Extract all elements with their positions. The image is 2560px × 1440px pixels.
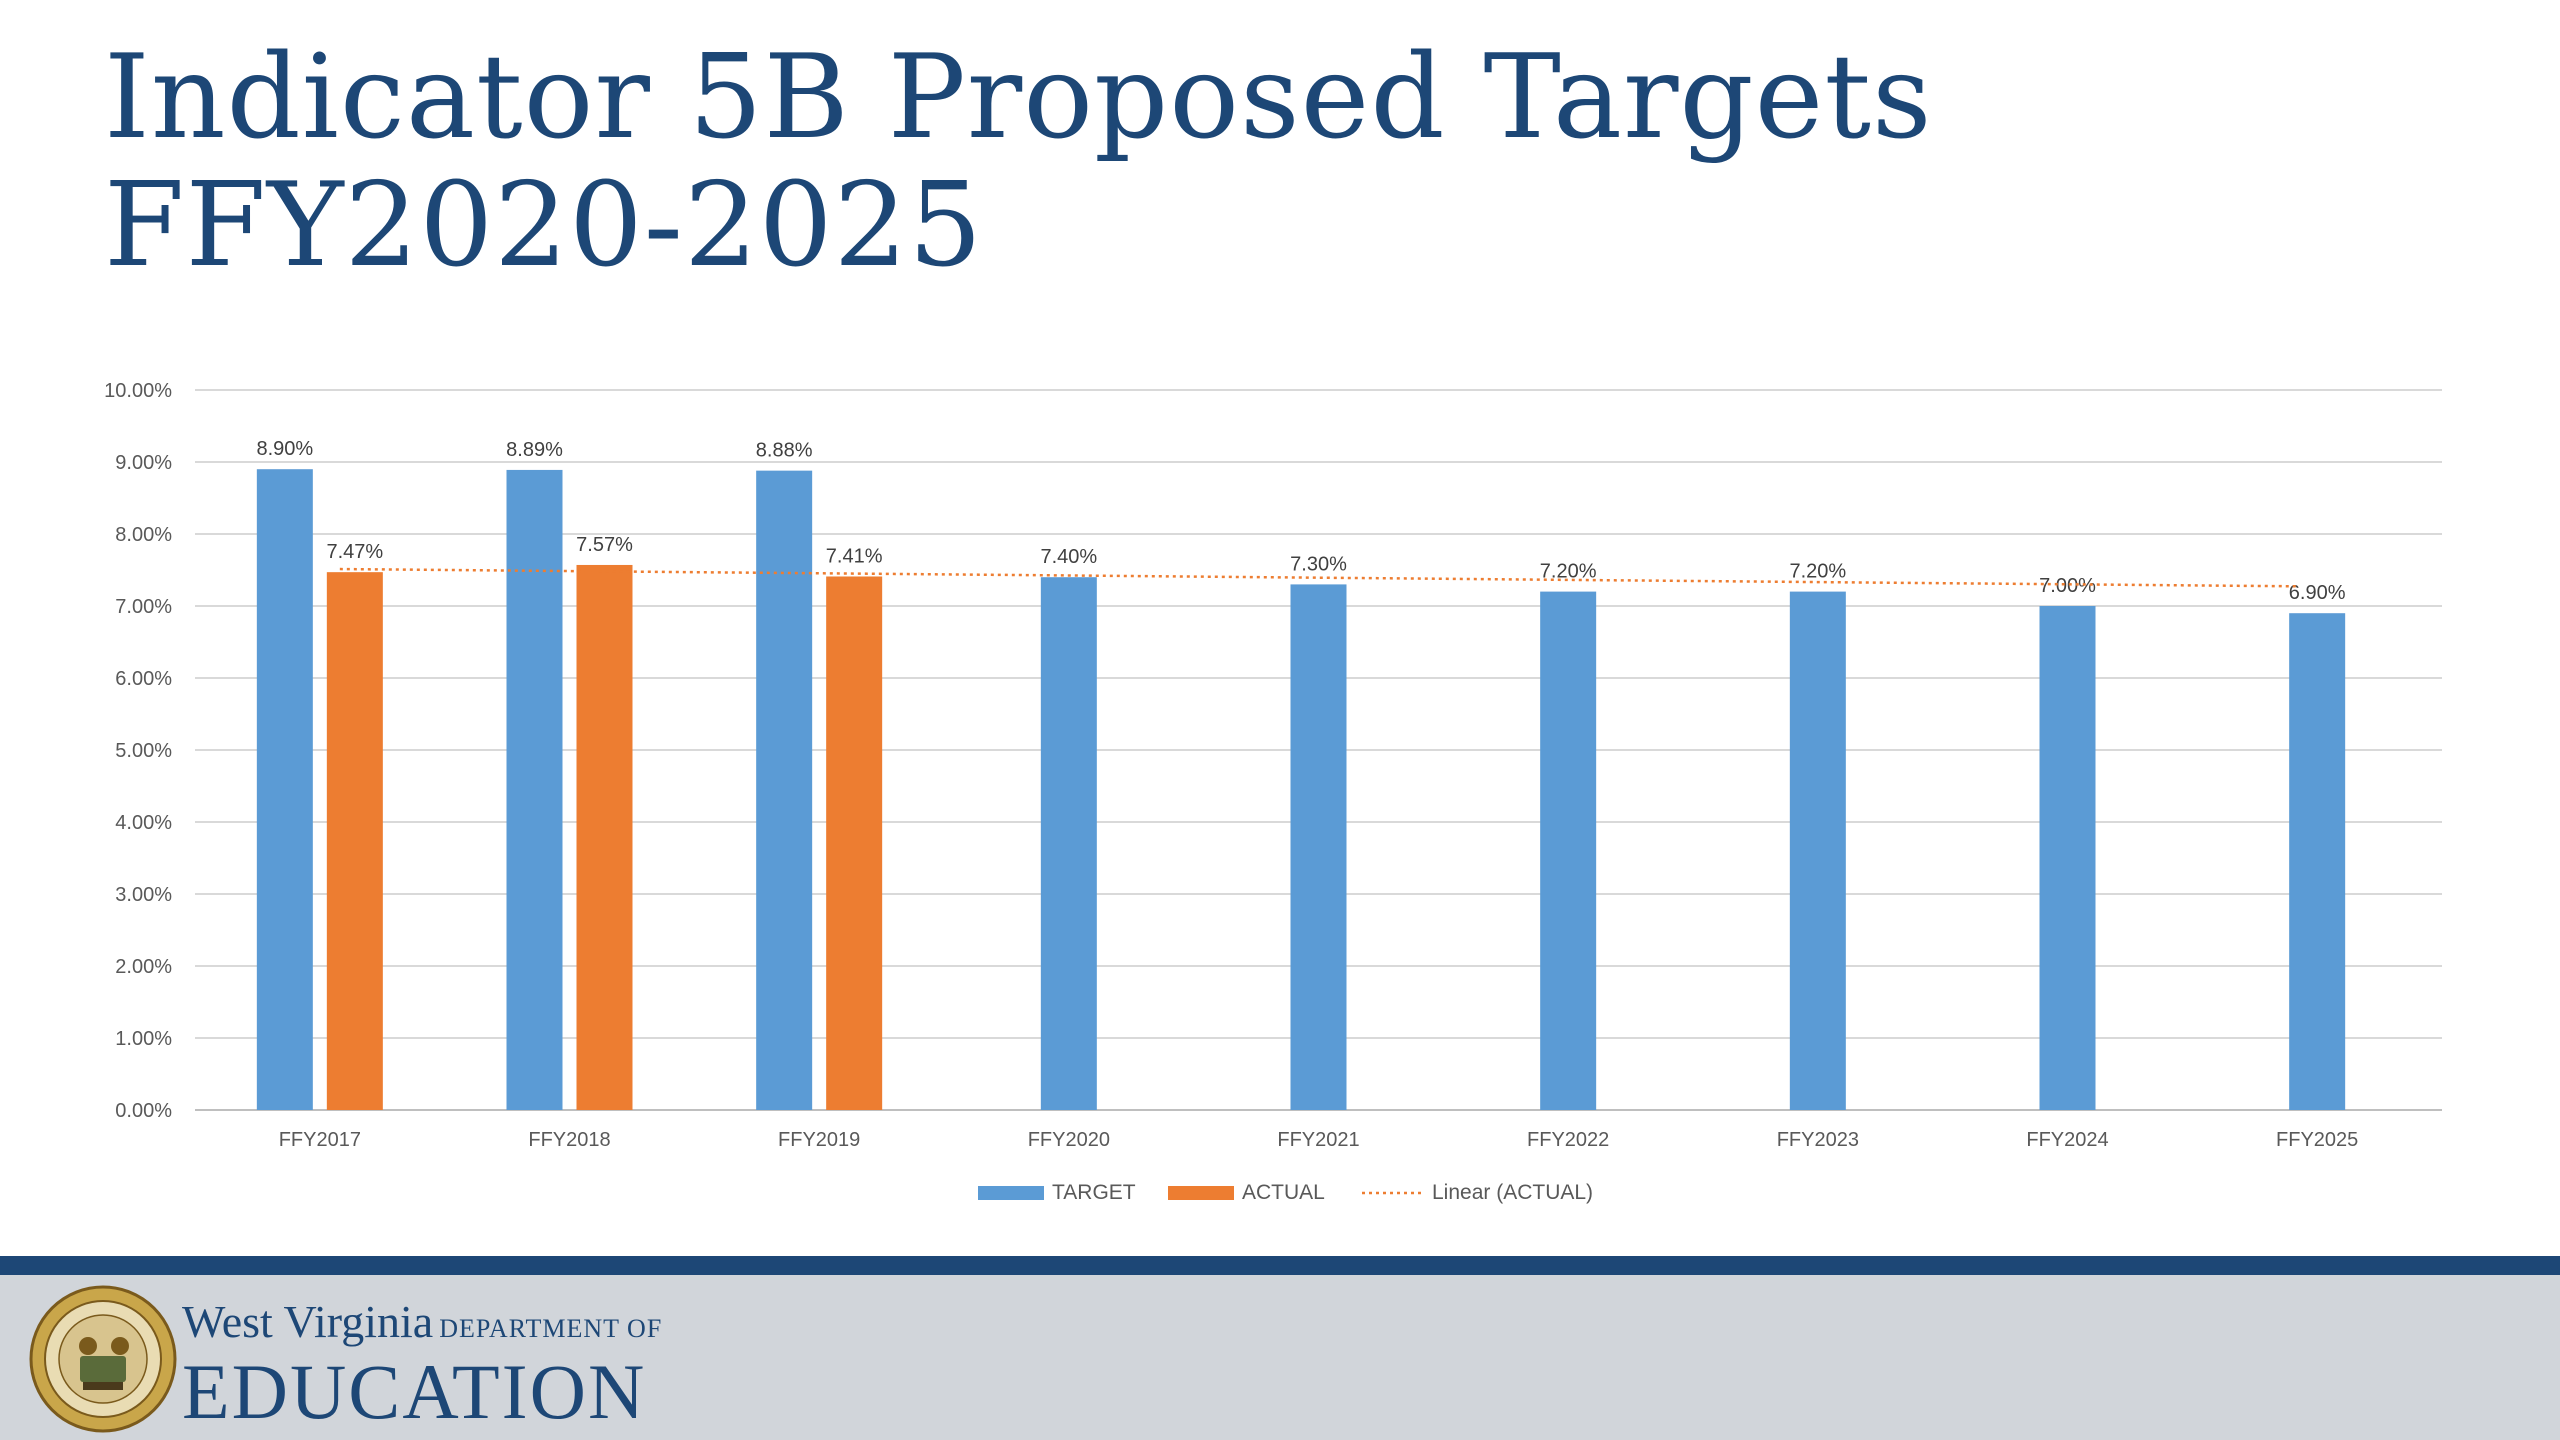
target-bar	[1789, 591, 1846, 1110]
legend-swatch-target	[978, 1186, 1044, 1200]
legend-swatch-actual	[1168, 1186, 1234, 1200]
x-tick-label: FFY2018	[528, 1129, 610, 1151]
target-data-label: 8.88%	[756, 440, 813, 462]
actual-data-label: 7.47%	[326, 541, 383, 563]
target-data-label: 7.30%	[1290, 553, 1347, 575]
legend-label-target: TARGET	[1052, 1181, 1136, 1204]
x-tick-label: FFY2022	[1527, 1129, 1609, 1151]
y-tick-label: 9.00%	[115, 452, 172, 474]
actual-bar	[826, 576, 883, 1110]
bar-chart: 0.00% 1.00% 2.00% 3.00% 4.00% 5.00% 6.00% 7.00%…	[104, 380, 2442, 1204]
slide-title: Indicator 5B Proposed Targets FFY2020-20…	[104, 34, 1932, 290]
x-tick-label: FFY2021	[1277, 1129, 1359, 1151]
y-tick-label: 1.00%	[115, 1028, 172, 1050]
target-data-label: 7.20%	[1540, 561, 1597, 583]
x-tick-label: FFY2024	[2026, 1129, 2108, 1151]
legend-label-trendline: Linear (ACTUAL)	[1432, 1181, 1593, 1204]
y-tick-label: 0.00%	[115, 1100, 172, 1122]
target-bar	[1290, 584, 1347, 1110]
y-tick-label: 4.00%	[115, 812, 172, 834]
actual-bar	[576, 564, 633, 1110]
slide-title-line1: Indicator 5B Proposed Targets	[104, 30, 1933, 165]
actual-bar	[326, 572, 383, 1110]
x-tick-label: FFY2025	[2276, 1129, 2358, 1151]
y-tick-label: 2.00%	[115, 956, 172, 978]
x-tick-label: FFY2017	[279, 1129, 361, 1151]
footer-rule	[0, 1256, 2560, 1275]
y-tick-label: 7.00%	[115, 596, 172, 618]
target-data-label: 8.89%	[506, 439, 563, 461]
brand-name: West Virginia	[182, 1296, 434, 1347]
y-tick-label: 3.00%	[115, 884, 172, 906]
legend-label-actual: ACTUAL	[1242, 1181, 1325, 1204]
footer-bar	[0, 1275, 2560, 1440]
x-tick-label: FFY2019	[778, 1129, 860, 1151]
x-tick-label: FFY2023	[1777, 1129, 1859, 1151]
target-bar	[1540, 591, 1597, 1110]
x-tick-label: FFY2020	[1028, 1129, 1110, 1151]
brand-wordmark: West Virginia DEPARTMENT OF EDUCATION	[182, 1296, 662, 1431]
y-tick-label: 10.00%	[104, 380, 172, 402]
target-bar	[1040, 577, 1097, 1110]
y-tick-label: 8.00%	[115, 524, 172, 546]
brand-education: EDUCATION	[182, 1348, 647, 1435]
target-data-label: 7.20%	[1789, 561, 1846, 583]
target-bar	[756, 470, 813, 1110]
y-tick-label: 6.00%	[115, 668, 172, 690]
brand-dept: DEPARTMENT OF	[439, 1314, 663, 1343]
target-bar	[2289, 613, 2346, 1110]
target-bar	[2039, 606, 2096, 1110]
target-bar	[256, 469, 313, 1110]
target-bar	[506, 469, 563, 1110]
actual-data-label: 7.57%	[576, 534, 633, 556]
target-data-label: 7.00%	[2039, 575, 2096, 597]
actual-data-label: 7.41%	[826, 545, 883, 567]
target-data-label: 7.40%	[1040, 546, 1097, 568]
y-tick-label: 5.00%	[115, 740, 172, 762]
target-data-label: 8.90%	[256, 438, 313, 460]
state-seal-icon	[29, 1285, 177, 1433]
target-data-label: 6.90%	[2289, 582, 2346, 604]
slide-title-line2: FFY2020-2025	[104, 158, 984, 293]
trendline-actual	[339, 567, 2298, 588]
